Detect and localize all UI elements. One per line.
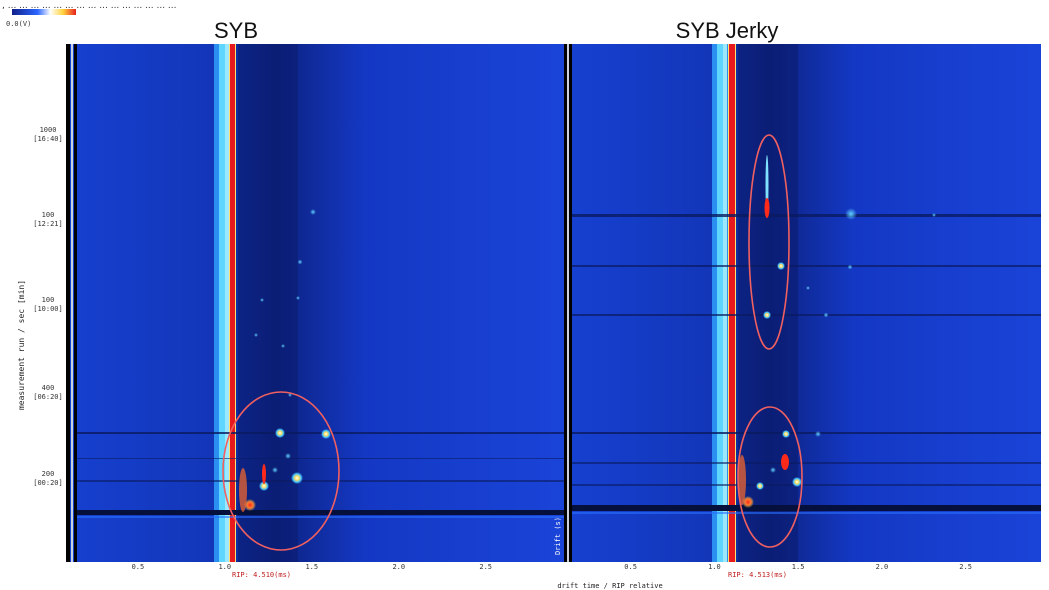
x-tick-label: 0.5 bbox=[624, 563, 637, 571]
panel-title-left: SYB bbox=[214, 18, 258, 43]
y-tick-4: 400 bbox=[42, 384, 55, 392]
y-tick-1: 1000 bbox=[40, 126, 57, 134]
y-tick-1b: [16:40] bbox=[33, 135, 63, 143]
color-scale: 0.0(V) , ... ... ... ... ... ... ... ...… bbox=[2, 1, 177, 28]
color-scale-label: 0.0(V) bbox=[6, 20, 31, 28]
panel-divider bbox=[564, 44, 567, 562]
left-side-label: Drift (s) bbox=[554, 517, 562, 555]
x-tick-labels: 0.5 1.0 1.5 2.0 2.5 0.5 1.0 1.5 2.0 2.5 bbox=[132, 563, 972, 571]
x-tick-label: 2.0 bbox=[392, 563, 405, 571]
x-tick-label: 2.0 bbox=[876, 563, 889, 571]
panel-right: RIP: 4.513(ms) bbox=[572, 44, 1041, 579]
right-annotation-ellipse-upper bbox=[748, 134, 790, 350]
left-annotation-ellipse bbox=[222, 391, 340, 551]
caption-fragment: , ... ... ... ... ... ... ... ... ... ..… bbox=[2, 1, 177, 11]
x-tick-label: 2.5 bbox=[959, 563, 972, 571]
left-rip-label: RIP: 4.510(ms) bbox=[232, 571, 291, 579]
panel-left: RIP: 4.510(ms) Drift (s) bbox=[66, 44, 564, 579]
panel-title-right: SYB Jerky bbox=[676, 18, 779, 43]
y-tick-3: 100 bbox=[42, 296, 55, 304]
y-tick-2b: [12:21] bbox=[33, 220, 63, 228]
x-axis-label: drift time / RIP relative bbox=[557, 582, 662, 590]
y-tick-2: 100 bbox=[42, 211, 55, 219]
y-tick-5b: [00:20] bbox=[33, 479, 63, 487]
y-tick-3b: [10:00] bbox=[33, 305, 63, 313]
x-tick-label: 1.0 bbox=[708, 563, 721, 571]
right-rip-label: RIP: 4.513(ms) bbox=[728, 571, 787, 579]
right-annotation-ellipse-lower bbox=[737, 406, 803, 548]
x-tick-label: 2.5 bbox=[479, 563, 492, 571]
y-axis-label: measurement run / sec [min] bbox=[17, 280, 26, 410]
y-tick-5: 200 bbox=[42, 470, 55, 478]
x-tick-label: 1.5 bbox=[305, 563, 318, 571]
x-tick-label: 1.5 bbox=[792, 563, 805, 571]
x-tick-label: 1.0 bbox=[218, 563, 231, 571]
y-tick-labels: 1000 [16:40] 100 [12:21] 100 [10:00] 400… bbox=[33, 126, 63, 487]
x-tick-label: 0.5 bbox=[132, 563, 145, 571]
y-tick-4b: [06:20] bbox=[33, 393, 63, 401]
